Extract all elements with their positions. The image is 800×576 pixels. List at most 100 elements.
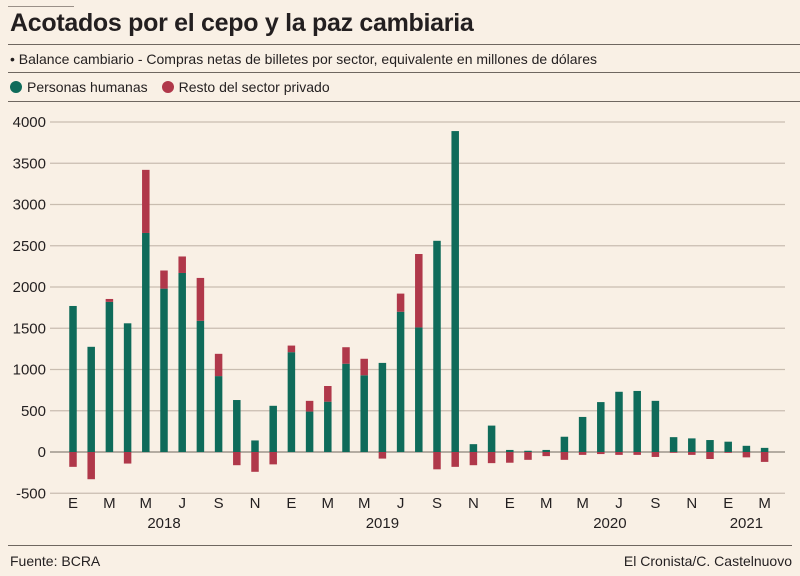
bar-personas-humanas — [324, 401, 332, 452]
bar-resto-sector-privado — [105, 298, 114, 302]
bar-personas-humanas — [524, 450, 532, 452]
bar-personas-humanas — [287, 352, 296, 452]
bar-resto-sector-privado — [396, 293, 405, 312]
x-tick-label: E — [505, 495, 515, 512]
y-tick-label: 2500 — [13, 238, 46, 255]
bar-resto-sector-privado — [378, 452, 387, 459]
bar-personas-humanas — [742, 445, 751, 452]
legend-label-personas: Personas humanas — [27, 79, 148, 95]
bar-resto-sector-privado — [287, 345, 296, 353]
bar-personas-humanas — [688, 438, 696, 452]
bar-resto-sector-privado — [233, 452, 241, 466]
bar-personas-humanas — [724, 441, 732, 452]
x-tick-label: M — [322, 495, 335, 512]
x-tick-label: N — [686, 495, 697, 512]
bar-resto-sector-privado — [196, 277, 205, 321]
bar-personas-humanas — [560, 436, 569, 452]
y-tick-label: 0 — [38, 444, 46, 461]
y-tick-label: 1000 — [13, 362, 46, 379]
bar-personas-humanas — [451, 131, 459, 452]
bar-personas-humanas — [160, 288, 168, 452]
bar-personas-humanas — [178, 272, 186, 452]
x-tick-label: M — [576, 495, 589, 512]
bar-resto-sector-privado — [615, 452, 623, 455]
bar-resto-sector-privado — [324, 386, 332, 402]
x-tick-label: M — [358, 495, 371, 512]
bar-personas-humanas — [87, 346, 95, 452]
bar-personas-humanas — [342, 363, 350, 452]
bar-personas-humanas — [542, 449, 550, 452]
bar-resto-sector-privado — [578, 452, 587, 455]
source-note: Fuente: BCRA — [10, 553, 101, 569]
x-tick-label: N — [250, 495, 261, 512]
bar-personas-humanas — [669, 437, 678, 452]
bar-personas-humanas — [305, 411, 314, 452]
x-tick-label: J — [615, 495, 623, 512]
bar-resto-sector-privado — [360, 358, 368, 376]
bar-personas-humanas — [633, 390, 641, 452]
bar-resto-sector-privado — [560, 452, 569, 460]
y-tick-label: 4000 — [13, 114, 46, 131]
legend-swatch-personas — [10, 81, 22, 93]
bar-personas-humanas — [105, 301, 114, 452]
y-tick-label: 1500 — [13, 320, 46, 337]
x-tick-label: E — [286, 495, 296, 512]
x-tick-label: J — [178, 495, 186, 512]
legend-item-resto: Resto del sector privado — [161, 79, 330, 95]
x-tick-label: S — [650, 495, 660, 512]
bar-personas-humanas — [396, 311, 405, 452]
y-tick-label: 2000 — [13, 279, 46, 296]
legend-swatch-resto — [161, 81, 174, 93]
bar-resto-sector-privado — [142, 169, 150, 233]
bar-personas-humanas — [196, 320, 205, 452]
x-tick-label: N — [468, 495, 479, 512]
year-label: 2020 — [593, 515, 626, 532]
bar-personas-humanas — [469, 444, 478, 452]
bar-resto-sector-privado — [742, 452, 751, 458]
bar-resto-sector-privado — [669, 452, 678, 453]
x-tick-label: M — [140, 495, 153, 512]
bar-personas-humanas — [706, 440, 714, 452]
bar-resto-sector-privado — [269, 452, 277, 465]
y-tick-label: 3500 — [13, 155, 46, 172]
bar-personas-humanas — [433, 240, 441, 452]
bar-resto-sector-privado — [69, 452, 77, 467]
x-tick-label: M — [758, 495, 771, 512]
bar-resto-sector-privado — [251, 452, 259, 472]
bar-personas-humanas — [360, 375, 368, 452]
bar-resto-sector-privado — [342, 347, 350, 364]
bar-resto-sector-privado — [651, 452, 660, 457]
bar-resto-sector-privado — [524, 452, 532, 460]
bar-personas-humanas — [214, 376, 223, 452]
bar-resto-sector-privado — [469, 452, 478, 466]
year-label: 2019 — [366, 515, 399, 532]
bar-personas-humanas — [760, 447, 769, 452]
bar-personas-humanas — [233, 400, 241, 452]
bar-personas-humanas — [578, 416, 587, 452]
chart-subtitle: • Balance cambiario - Compras netas de b… — [10, 51, 597, 67]
bar-resto-sector-privado — [506, 452, 514, 463]
legend-label-resto: Resto del sector privado — [178, 79, 330, 95]
bar-resto-sector-privado — [487, 452, 496, 464]
bar-resto-sector-privado — [760, 452, 769, 462]
bar-personas-humanas — [487, 425, 496, 452]
x-tick-label: E — [68, 495, 78, 512]
y-tick-label: 3000 — [13, 197, 46, 214]
bar-resto-sector-privado — [706, 452, 714, 460]
x-tick-label: M — [540, 495, 553, 512]
bar-personas-humanas — [142, 232, 150, 452]
bar-resto-sector-privado — [433, 452, 441, 470]
credit-note: El Cronista/C. Castelnuovo — [623, 553, 792, 569]
subtitle-divider — [8, 72, 800, 73]
bar-personas-humanas — [615, 391, 623, 452]
bar-personas-humanas — [506, 449, 514, 452]
title-divider — [8, 44, 800, 45]
bar-resto-sector-privado — [178, 256, 186, 273]
bar-personas-humanas — [69, 305, 77, 452]
bar-personas-humanas — [415, 327, 423, 452]
footer-divider — [8, 545, 792, 546]
top-accent-line — [8, 6, 74, 7]
bar-resto-sector-privado — [415, 254, 423, 328]
year-label: 2021 — [730, 515, 763, 532]
